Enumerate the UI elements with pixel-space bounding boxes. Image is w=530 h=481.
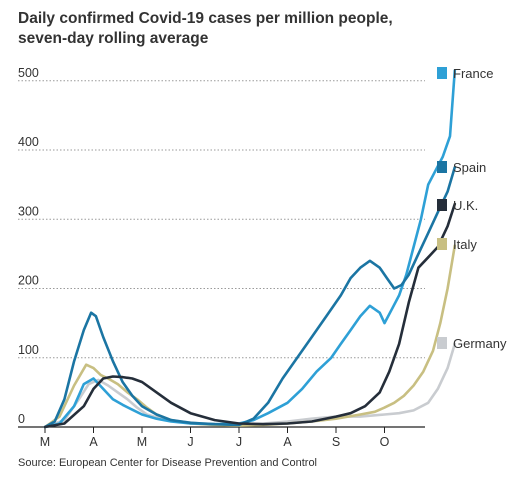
chart-source: Source: European Center for Disease Prev… (18, 457, 318, 469)
legend-label-germany: Germany (453, 336, 507, 351)
series-line-italy (43, 244, 457, 429)
y-tick-label: 300 (18, 204, 39, 218)
x-tick-label: A (89, 435, 98, 449)
y-tick-label: 0 (18, 412, 25, 426)
x-tick-label: M (40, 435, 50, 449)
y-tick-label: 100 (18, 343, 39, 357)
x-tick-label: J (236, 435, 242, 449)
legend-label-uk: U.K. (453, 198, 478, 213)
series-line-spain (43, 166, 457, 429)
legend-swatch-spain (437, 161, 447, 173)
chart-title-line-1: Daily confirmed Covid-19 cases per milli… (18, 10, 393, 27)
legend-label-spain: Spain (453, 160, 486, 175)
legend-swatch-uk (437, 199, 447, 211)
legend-swatch-italy (437, 238, 447, 250)
chart-title-line-2: seven-day rolling average (18, 30, 209, 47)
legend-label-france: France (453, 66, 493, 81)
series-line-uk (43, 202, 457, 429)
y-tick-label: 500 (18, 66, 39, 80)
chart-title: Daily confirmed Covid-19 cases per milli… (18, 9, 393, 49)
legend-swatch-germany (437, 337, 447, 349)
x-tick-label: O (380, 435, 390, 449)
x-tick-label: J (187, 435, 193, 449)
y-tick-label: 200 (18, 274, 39, 288)
x-tick-label: M (137, 435, 147, 449)
series-line-france (43, 69, 457, 429)
legend-swatch-france (437, 67, 447, 79)
x-tick-label: A (283, 435, 292, 449)
y-tick-label: 400 (18, 135, 39, 149)
legend-label-italy: Italy (453, 237, 477, 252)
x-tick-label: S (332, 435, 340, 449)
